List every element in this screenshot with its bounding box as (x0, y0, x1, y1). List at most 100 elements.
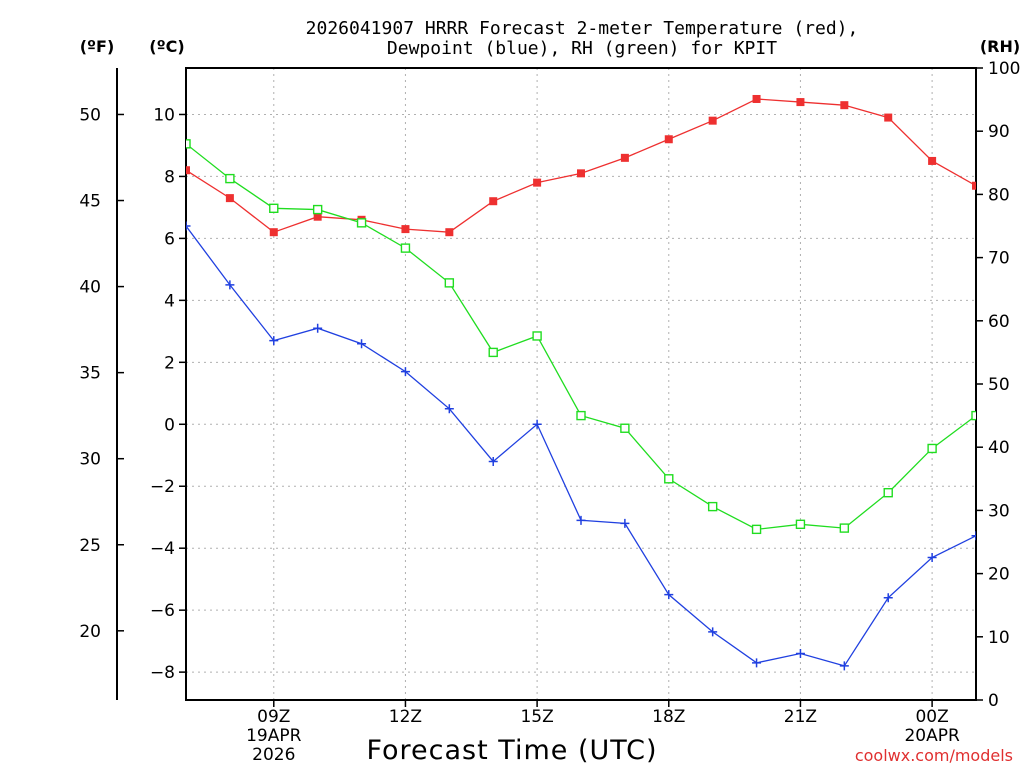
rh-point (186, 139, 191, 149)
chart-title-line2: Dewpoint (blue), RH (green) for KPIT (387, 38, 777, 59)
rh-point (444, 278, 455, 288)
rh-point (488, 347, 498, 358)
dewpoint-point (752, 658, 762, 668)
dewpoint-point (357, 339, 367, 349)
temperature-point (489, 197, 498, 206)
dewpoint-point (269, 336, 279, 346)
temperature-point (269, 228, 278, 237)
temperature-point (708, 116, 717, 125)
rh-tick-label: 100 (988, 59, 1020, 79)
celsius-axis: 10 8 6 4 2 0 −2 −4 −6 −8 (150, 105, 186, 683)
dewpoint-point (186, 221, 191, 231)
temperature-point (445, 228, 454, 237)
date-tick-label: 20APR (904, 726, 960, 746)
dewpoint-point (225, 280, 235, 290)
temperature-point (884, 113, 893, 122)
time-tick-label: 00Z (915, 707, 948, 727)
celsius-tick-label: 6 (164, 229, 175, 249)
temperature-point (186, 166, 190, 175)
rh-point (795, 519, 806, 530)
rh-point (707, 501, 718, 512)
chart-title-line1: 2026041907 HRRR Forecast 2-meter Tempera… (306, 18, 859, 39)
fahrenheit-tick-label: 35 (79, 364, 101, 384)
dewpoint-point (488, 456, 498, 466)
rh-point (927, 443, 937, 454)
plot-frame (185, 67, 977, 701)
rh-point (576, 410, 586, 421)
dewpoint-point (795, 649, 805, 659)
time-tick-label: 09Z (257, 707, 290, 727)
dewpoint-point (664, 590, 674, 600)
fahrenheit-unit-label: (ºF) (80, 37, 115, 56)
rh-tick-label: 40 (988, 438, 1010, 458)
dewpoint-point (839, 661, 849, 671)
fahrenheit-axis: 50 45 40 35 30 25 20 (79, 105, 124, 642)
temperature-point (401, 225, 410, 234)
rh-line (186, 143, 976, 531)
celsius-tick-label: 2 (164, 353, 175, 373)
rh-tick-label: 10 (988, 628, 1010, 648)
x-axis-label: Forecast Time (UTC) (366, 735, 657, 766)
temperature-point (225, 194, 234, 203)
rh-point (751, 524, 762, 535)
rh-point (400, 243, 411, 253)
dewpoint-point (313, 323, 323, 333)
dewpoint-point (532, 419, 542, 429)
grid-lines (186, 68, 976, 700)
rh-point (839, 523, 850, 533)
celsius-tick-label: 10 (153, 105, 175, 125)
rh-tick-label: 70 (988, 249, 1010, 269)
rh-point (971, 410, 976, 421)
credit-text: coolwx.com/models (855, 746, 1013, 765)
time-tick-label: 21Z (784, 707, 817, 727)
celsius-tick-label: −6 (150, 601, 175, 621)
time-tick-label: 18Z (652, 707, 685, 727)
rh-point (883, 488, 893, 498)
celsius-tick-label: −8 (150, 663, 175, 683)
year-tick-label: 2026 (252, 745, 295, 765)
axes (116, 67, 977, 701)
dewpoint-point (620, 518, 630, 528)
celsius-tick-label: −2 (150, 477, 175, 497)
dewpoint-point (444, 404, 454, 414)
temperature-point (840, 101, 849, 110)
rh-point (664, 474, 674, 484)
rh-tick-label: 0 (988, 691, 999, 711)
rh-point (620, 423, 630, 433)
dewpoint-point (576, 515, 586, 525)
series (186, 94, 976, 671)
dewpoint-point (971, 531, 976, 541)
fahrenheit-tick-label: 20 (79, 622, 101, 642)
celsius-tick-label: 8 (164, 167, 175, 187)
rh-tick-label: 50 (988, 375, 1010, 395)
dewpoint-point (927, 552, 937, 562)
temperature-point (796, 98, 805, 107)
dewpoint-point (400, 367, 410, 377)
rh-tick-label: 30 (988, 501, 1010, 521)
rh-unit-label: (RH) (980, 37, 1020, 56)
rh-point (312, 204, 323, 215)
date-tick-label: 19APR (246, 726, 302, 746)
temperature-point (577, 169, 585, 178)
time-tick-label: 12Z (389, 707, 422, 727)
celsius-tick-label: 4 (164, 291, 175, 311)
rh-tick-label: 80 (988, 185, 1010, 205)
temperature-point (620, 153, 629, 162)
temperature-point (313, 212, 322, 221)
temperature-point (664, 135, 673, 144)
fahrenheit-tick-label: 25 (79, 536, 101, 556)
time-tick-label: 15Z (520, 707, 553, 727)
fahrenheit-tick-label: 30 (79, 450, 101, 470)
rh-point (356, 218, 367, 228)
fahrenheit-tick-label: 45 (79, 192, 101, 212)
rh-tick-label: 60 (988, 312, 1010, 332)
temperature-point (533, 178, 542, 187)
temperature-line (186, 98, 976, 233)
rh-point (532, 331, 542, 341)
dewpoint-line (186, 225, 976, 667)
celsius-tick-label: 0 (164, 415, 175, 435)
rh-tick-label: 90 (988, 122, 1010, 142)
